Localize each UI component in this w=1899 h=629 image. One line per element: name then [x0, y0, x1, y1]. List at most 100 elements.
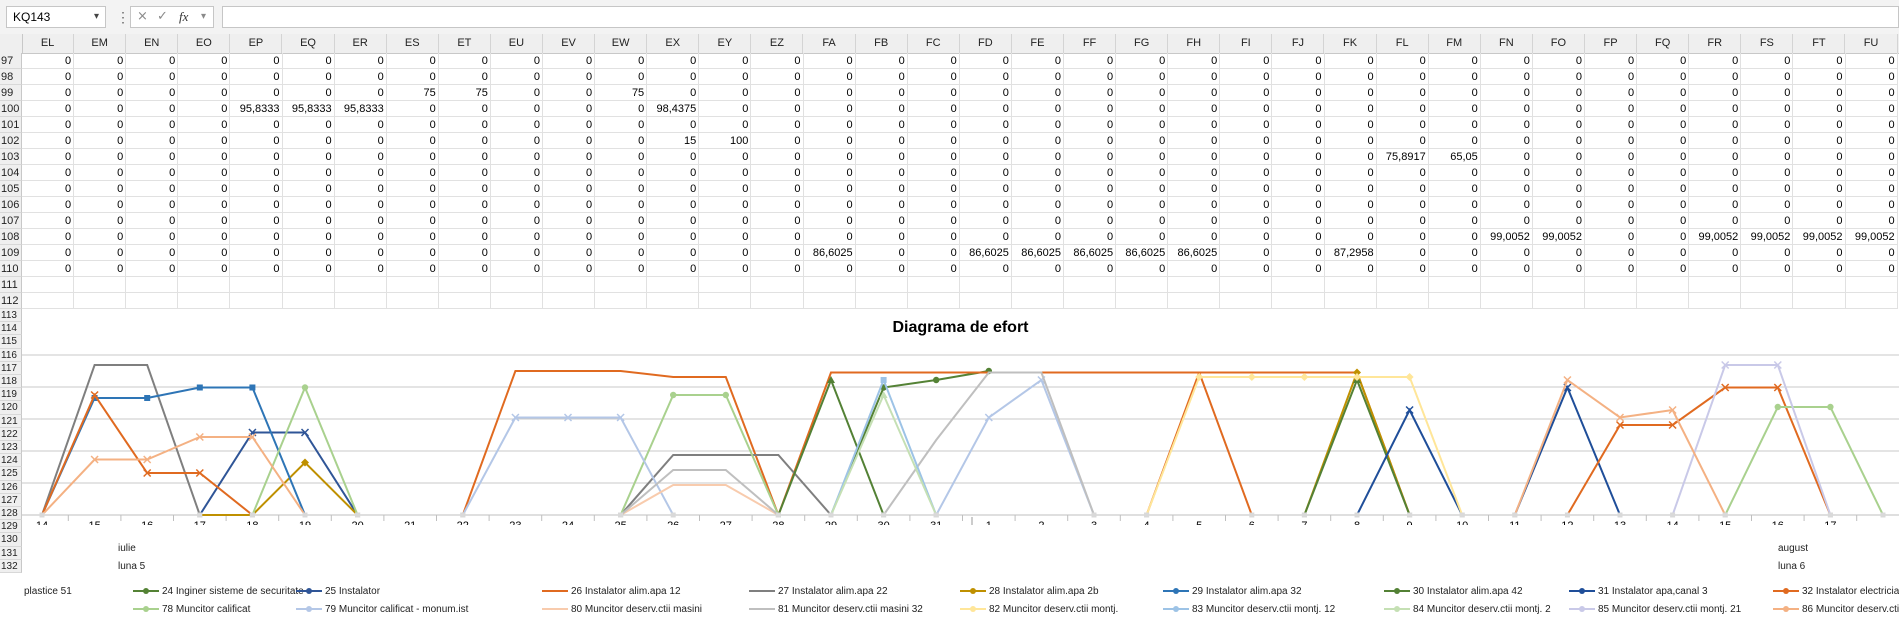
cell[interactable]: 0	[1159, 55, 1166, 67]
cell[interactable]: 0	[950, 87, 957, 99]
cell[interactable]: 0	[1419, 215, 1426, 227]
row-header[interactable]: 121	[0, 414, 22, 428]
cell[interactable]: 0	[950, 135, 957, 147]
cell[interactable]: 0	[1419, 119, 1426, 131]
column-header[interactable]: FB	[856, 34, 908, 53]
cell[interactable]: 0	[950, 183, 957, 195]
cell[interactable]: 0	[794, 135, 801, 147]
cell[interactable]: 0	[1419, 199, 1426, 211]
cell[interactable]: 0	[1315, 119, 1322, 131]
cell[interactable]: 0	[1159, 167, 1166, 179]
row-header[interactable]: 130	[0, 533, 22, 547]
cell[interactable]: 0	[1263, 71, 1270, 83]
column-header[interactable]: FA	[804, 34, 856, 53]
cell[interactable]: 0	[1575, 183, 1582, 195]
cell[interactable]: 0	[533, 183, 540, 195]
cell[interactable]: 0	[690, 231, 697, 243]
legend-entry[interactable]: 29 Instalator alim.apa 32	[1163, 585, 1302, 599]
column-header[interactable]: FP	[1585, 34, 1638, 53]
cell[interactable]: 0	[1054, 119, 1061, 131]
cell[interactable]: 0	[221, 119, 228, 131]
cell[interactable]: 0	[1575, 87, 1582, 99]
cell[interactable]: 0	[1523, 199, 1530, 211]
cell[interactable]: 0	[1315, 103, 1322, 115]
cell[interactable]: 0	[273, 151, 280, 163]
chart-title[interactable]: Diagrama de efort	[892, 319, 1029, 336]
cell[interactable]: 0	[429, 215, 436, 227]
cell[interactable]: 0	[1784, 103, 1791, 115]
cell[interactable]: 0	[950, 215, 957, 227]
cell[interactable]: 0	[64, 135, 72, 147]
cell[interactable]: 0	[1054, 199, 1061, 211]
cell[interactable]: 0	[585, 71, 593, 83]
cell[interactable]: 0	[64, 215, 72, 227]
cell[interactable]: 0	[169, 87, 176, 99]
legend-entry[interactable]: 83 Muncitor deserv.ctii montj. 12	[1163, 603, 1335, 617]
cell[interactable]: 0	[1732, 167, 1739, 179]
cell[interactable]: 0	[1367, 119, 1374, 131]
column-header[interactable]: FQ	[1637, 34, 1690, 53]
cell[interactable]: 0	[1315, 183, 1322, 195]
cell[interactable]: 0	[638, 231, 645, 243]
cell[interactable]: 0	[221, 263, 228, 275]
legend-entry[interactable]: 27 Instalator alim.apa 22	[749, 585, 888, 599]
cell[interactable]: 0	[898, 103, 905, 115]
cell[interactable]: 0	[325, 71, 332, 83]
cell[interactable]: 0	[585, 183, 593, 195]
cell[interactable]: 0	[794, 199, 801, 211]
legend-entry[interactable]: 26 Instalator alim.apa 12	[542, 585, 681, 599]
cell[interactable]: 0	[221, 71, 228, 83]
cell[interactable]: 0	[898, 167, 905, 179]
cell[interactable]: 0	[1367, 167, 1374, 179]
cell[interactable]: 0	[1627, 263, 1635, 275]
cell[interactable]: 0	[690, 119, 697, 131]
cell[interactable]: 0	[377, 183, 384, 195]
cell[interactable]: 0	[1471, 231, 1478, 243]
cell[interactable]: 0	[1367, 231, 1374, 243]
cell[interactable]: 0	[1054, 215, 1061, 227]
cell[interactable]: 0	[1367, 55, 1374, 67]
cell[interactable]: 0	[117, 151, 124, 163]
row-header[interactable]: 108	[0, 229, 22, 245]
cell[interactable]: 0	[1367, 135, 1374, 147]
cell[interactable]: 0	[1106, 167, 1114, 179]
cell[interactable]: 0	[1054, 71, 1061, 83]
cell[interactable]: 0	[1575, 151, 1582, 163]
cell[interactable]: 0	[273, 231, 280, 243]
chevron-down-icon[interactable]: ▾	[201, 11, 207, 22]
cell[interactable]: 0	[1419, 183, 1426, 195]
column-header[interactable]: FE	[1012, 34, 1064, 53]
cell[interactable]: 0	[533, 247, 540, 259]
cell[interactable]: 0	[533, 199, 540, 211]
cell[interactable]: 0	[1732, 199, 1739, 211]
cell[interactable]: 0	[690, 183, 697, 195]
cell[interactable]: 0	[273, 71, 280, 83]
legend-entry[interactable]: 82 Muncitor deserv.ctii montj.	[960, 603, 1118, 617]
legend-entry[interactable]: 79 Muncitor calificat - monum.ist	[296, 603, 468, 617]
cell[interactable]: 0	[846, 151, 853, 163]
cell[interactable]: 0	[846, 199, 853, 211]
cell[interactable]: 0	[638, 199, 645, 211]
cell[interactable]: 0	[950, 247, 957, 259]
cell[interactable]: 0	[169, 71, 176, 83]
column-header[interactable]: EV	[543, 34, 596, 53]
cell[interactable]: 0	[1784, 55, 1791, 67]
cell[interactable]: 0	[898, 71, 905, 83]
cell[interactable]: 0	[1732, 263, 1739, 275]
cell[interactable]: 0	[585, 263, 593, 275]
cell[interactable]: 0	[273, 263, 280, 275]
cell[interactable]: 86,6025	[1177, 247, 1218, 259]
cell[interactable]: 0	[638, 55, 645, 67]
row-header[interactable]: 111	[0, 277, 22, 293]
cell[interactable]: 0	[1054, 231, 1061, 243]
cell[interactable]: 99,0052	[1490, 231, 1530, 243]
cell[interactable]: 0	[1680, 199, 1687, 211]
cell[interactable]: 0	[1523, 215, 1530, 227]
cell[interactable]: 0	[1106, 151, 1114, 163]
cell[interactable]: 0	[690, 263, 697, 275]
cell[interactable]: 0	[1054, 167, 1061, 179]
cell[interactable]: 0	[221, 199, 228, 211]
cell[interactable]: 0	[742, 55, 749, 67]
cell[interactable]: 0	[1263, 87, 1270, 99]
row-header[interactable]: 100	[0, 101, 22, 117]
